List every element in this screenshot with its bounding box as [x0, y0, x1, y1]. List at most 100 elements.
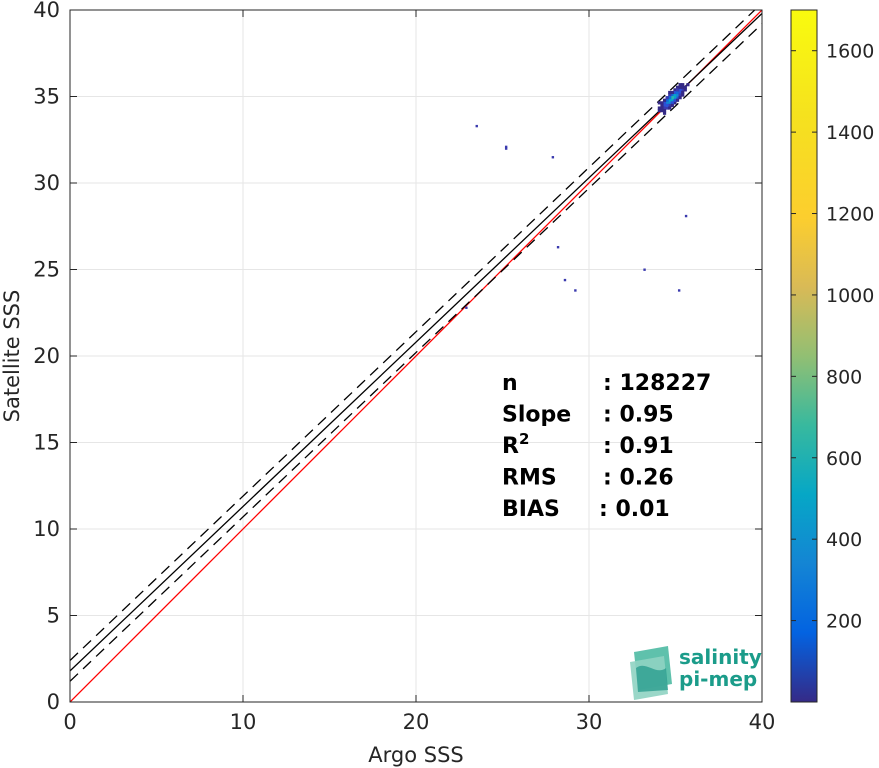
- stat-label: RMS: [502, 466, 557, 491]
- y-tick-label: 35: [33, 85, 60, 109]
- x-tick-label: 30: [576, 710, 603, 734]
- density-cell: [657, 101, 661, 105]
- y-tick-label: 25: [33, 258, 60, 282]
- density-cell: [665, 106, 669, 110]
- density-cell: [675, 85, 680, 89]
- density-cell: [670, 101, 674, 105]
- outlier-point: [475, 124, 478, 128]
- density-cell: [662, 98, 667, 102]
- density-cell: [670, 93, 674, 97]
- x-tick-label: 10: [230, 710, 257, 734]
- density-cell: [678, 83, 682, 87]
- line-regression: [70, 12, 762, 672]
- density-cell: [657, 106, 661, 110]
- logo-line1: salinity: [679, 645, 762, 669]
- x-tick-label: 20: [403, 710, 430, 734]
- density-cell: [668, 93, 672, 97]
- density-cell: [673, 98, 677, 102]
- colorbar-tick-label: 600: [826, 448, 862, 470]
- density-cell: [681, 93, 685, 97]
- outlier-point: [643, 268, 646, 271]
- density-cell: [675, 88, 680, 92]
- y-tick-label: 15: [33, 431, 60, 455]
- logo-line2: pi-mep: [679, 667, 757, 691]
- density-cell: [660, 109, 664, 113]
- density-cell: [668, 90, 672, 95]
- density-cell: [675, 98, 680, 102]
- outlier-point: [684, 214, 688, 218]
- density-cell: [681, 83, 685, 87]
- density-cell: [668, 103, 672, 108]
- x-tick-label: 40: [749, 710, 776, 734]
- y-tick-label: 0: [47, 690, 60, 714]
- density-cell: [675, 90, 680, 95]
- density-cell: [665, 96, 669, 100]
- y-tick-label: 5: [47, 604, 60, 628]
- y-axis-label: Satellite SSS: [0, 290, 24, 423]
- outlier-point: [551, 156, 555, 159]
- colorbar-tick-label: 200: [826, 611, 862, 633]
- density-cell: [668, 96, 672, 100]
- density-cell: [660, 103, 664, 108]
- density-cell: [665, 98, 669, 102]
- line-upper-bound: [70, 10, 756, 661]
- density-cloud: [465, 83, 690, 309]
- density-cell: [686, 83, 690, 87]
- outlier-point: [563, 278, 567, 282]
- colorbar-tick-label: 1000: [826, 285, 874, 307]
- density-cell: [670, 103, 674, 108]
- density-cell: [675, 93, 680, 97]
- density-cell: [681, 85, 685, 89]
- stat-value: : 0.91: [603, 434, 674, 459]
- density-cell: [678, 96, 682, 100]
- outlier-point: [504, 147, 508, 150]
- outlier-point: [556, 246, 560, 249]
- density-cell: [660, 106, 664, 110]
- density-cell: [662, 101, 667, 105]
- density-cell: [673, 96, 677, 100]
- density-cell: [678, 90, 682, 95]
- density-cell: [657, 109, 661, 113]
- density-cell: [665, 103, 669, 108]
- stat-label: BIAS: [502, 497, 560, 522]
- colorbar-tick-label: 400: [826, 529, 862, 551]
- x-axis-label: Argo SSS: [368, 743, 463, 767]
- salinity-pimep-logo: salinity pi-mep: [630, 645, 762, 700]
- y-tick-label: 30: [33, 171, 60, 195]
- stat-label: n: [502, 371, 518, 396]
- colorbar-tick-label: 1600: [826, 41, 874, 63]
- stat-value: : 0.95: [603, 403, 674, 428]
- density-cell: [678, 93, 682, 97]
- outlier-point: [504, 145, 508, 149]
- density-cell: [673, 90, 677, 95]
- colorbar: [790, 9, 818, 703]
- density-cell: [660, 101, 664, 105]
- y-tick-label: 10: [33, 517, 60, 541]
- x-tick-label: 0: [63, 710, 76, 734]
- density-cell: [668, 101, 672, 105]
- colorbar-ticks: 200 400 600 800 1000 1200 1400 1600: [791, 41, 874, 633]
- y-tick-label: 40: [33, 0, 60, 22]
- colorbar-tick-label: 1200: [826, 204, 874, 226]
- colorbar-tick-label: 800: [826, 366, 862, 388]
- density-cell: [662, 109, 667, 113]
- stat-label: Slope: [502, 403, 571, 428]
- reference-lines: [70, 10, 762, 702]
- density-cell: [670, 90, 674, 95]
- outlier-point: [574, 289, 577, 292]
- density-cell: [673, 93, 677, 97]
- density-cell: [673, 101, 677, 105]
- density-cell: [662, 106, 667, 110]
- outlier-point: [465, 306, 468, 309]
- y-axis-ticks: 0 5 10 15 20 25 30 35 40: [33, 0, 762, 714]
- density-cell: [668, 98, 672, 102]
- density-cell: [681, 90, 685, 95]
- density-cell: [662, 103, 667, 108]
- line-1-1: [70, 10, 762, 702]
- density-cell: [683, 88, 687, 92]
- density-cell: [670, 98, 674, 102]
- density-cell: [678, 88, 682, 92]
- x-axis-ticks: 0 10 20 30 40: [63, 10, 775, 734]
